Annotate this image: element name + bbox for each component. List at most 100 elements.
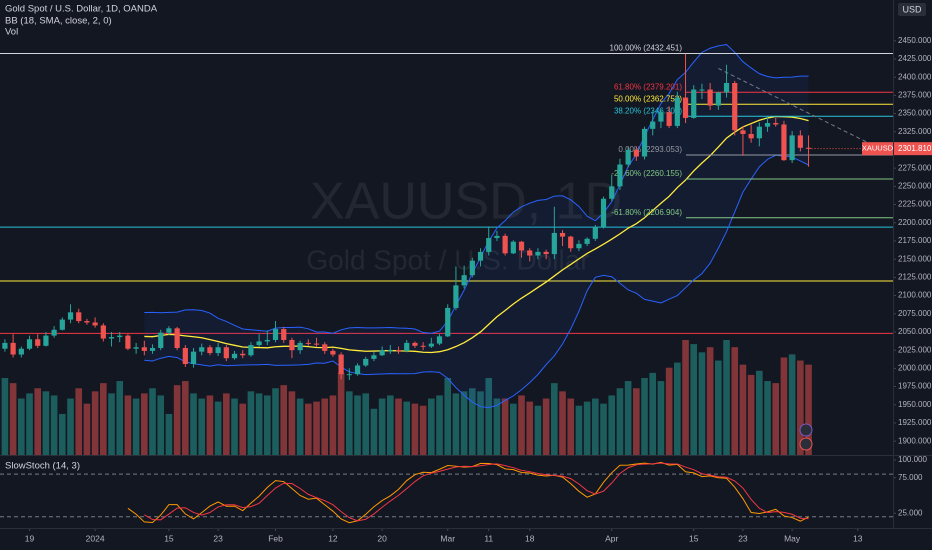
volume-bar [67,398,74,455]
volume-bar [100,383,107,455]
volume-bar [362,393,370,455]
volume-bar [641,377,648,455]
candle-body [453,285,459,308]
volume-bar [411,403,419,455]
candle-body [543,251,549,255]
candle-body [51,329,57,336]
candle-body [748,133,754,139]
candle-body [502,235,508,254]
candle-body [84,321,90,323]
event-icon[interactable] [799,437,813,451]
candle-body [264,339,270,342]
candle-body [313,343,320,345]
price-tag [893,142,932,156]
candle-body [428,343,434,347]
volume-bar [723,340,730,455]
x-tick-label: 15 [164,533,174,543]
symbol-tag [862,142,893,156]
candle-body [445,307,451,337]
volume-bar [346,391,353,455]
candle-body [436,336,443,344]
volume-bar [706,347,714,455]
volume-bar [108,393,115,455]
volume-bar [91,391,99,455]
x-tick-label: 19 [25,533,35,543]
volume-bar [198,398,206,455]
currency[interactable]: USD [902,4,922,14]
volume-bar [124,395,132,455]
volume-bar [592,398,599,455]
volume-bar [436,395,443,455]
volume-bar [665,367,673,455]
x-tick-label: 20 [377,533,387,543]
volume-bar [337,372,345,455]
volume-bar [534,405,542,455]
event-icon[interactable] [799,423,813,437]
volume-label: Vol [5,27,18,38]
candle-body [518,241,525,251]
candle-body [346,374,352,376]
stoch-tick-label: 100.000 [898,455,927,464]
volume-bar [444,377,452,455]
volume-bar [9,383,17,455]
candle-body [609,186,615,199]
volume-bar [797,360,804,455]
candle-body [305,342,311,344]
fib-label: 61.80% (2379.201) [614,82,682,91]
fib-label: 50.00% (2362.752) [614,94,682,103]
volume-bar [682,340,689,455]
y-tick-label: 1950.000 [898,400,932,409]
stoch-tick-label: 25.000 [898,508,923,517]
volume-bar [485,377,493,455]
x-tick-label: 12 [328,533,338,543]
y-tick-label: 2150.000 [898,254,932,263]
volume-bar [165,413,173,455]
volume-bar [600,403,607,455]
candle-body [215,347,221,354]
y-tick-label: 2250.000 [898,181,932,190]
candle-body [658,112,664,122]
x-tick-label: 13 [853,533,863,543]
volume-bar [526,401,534,455]
volume-bar [731,347,739,455]
volume-bar [403,401,411,455]
candle-body [223,347,229,359]
candle-body [231,353,238,359]
trendline [718,67,894,156]
currency-button[interactable] [898,3,926,16]
y-tick-label: 1900.000 [898,436,932,445]
volume-bar [674,362,681,455]
candle-body [650,121,656,129]
candle-body [67,312,74,320]
x-tick-label: 15 [689,533,699,543]
volume-bar [395,398,402,455]
volume-bar [272,388,279,455]
volume-bar [50,395,58,455]
volume-bar [18,398,25,455]
volume-bar [223,393,230,455]
candle-body [240,353,246,356]
fib-label: 38.20% (2346.303) [614,106,682,115]
volume-bar [313,401,320,455]
volume-bar [493,398,501,455]
candle-body [182,347,188,364]
candle-body [43,335,49,346]
candle-body [149,347,156,351]
volume-bar [182,381,189,455]
volume-bar [698,352,706,455]
candle-body [715,92,721,106]
volume-bar [608,395,616,455]
volume-bar [190,393,197,455]
candle-body [789,135,795,161]
volume-bar [280,385,288,455]
volume-bar [501,398,509,455]
candle-body [625,149,631,165]
y-tick-label: 2125.000 [898,272,932,281]
volume-bar [428,398,435,455]
volume-bar [255,393,263,455]
volume-bar [715,360,722,455]
stoch-tick-label: 75.000 [898,473,923,482]
stoch-d [144,462,809,522]
candle-body [248,345,254,356]
y-tick-label: 2375.000 [898,90,932,99]
